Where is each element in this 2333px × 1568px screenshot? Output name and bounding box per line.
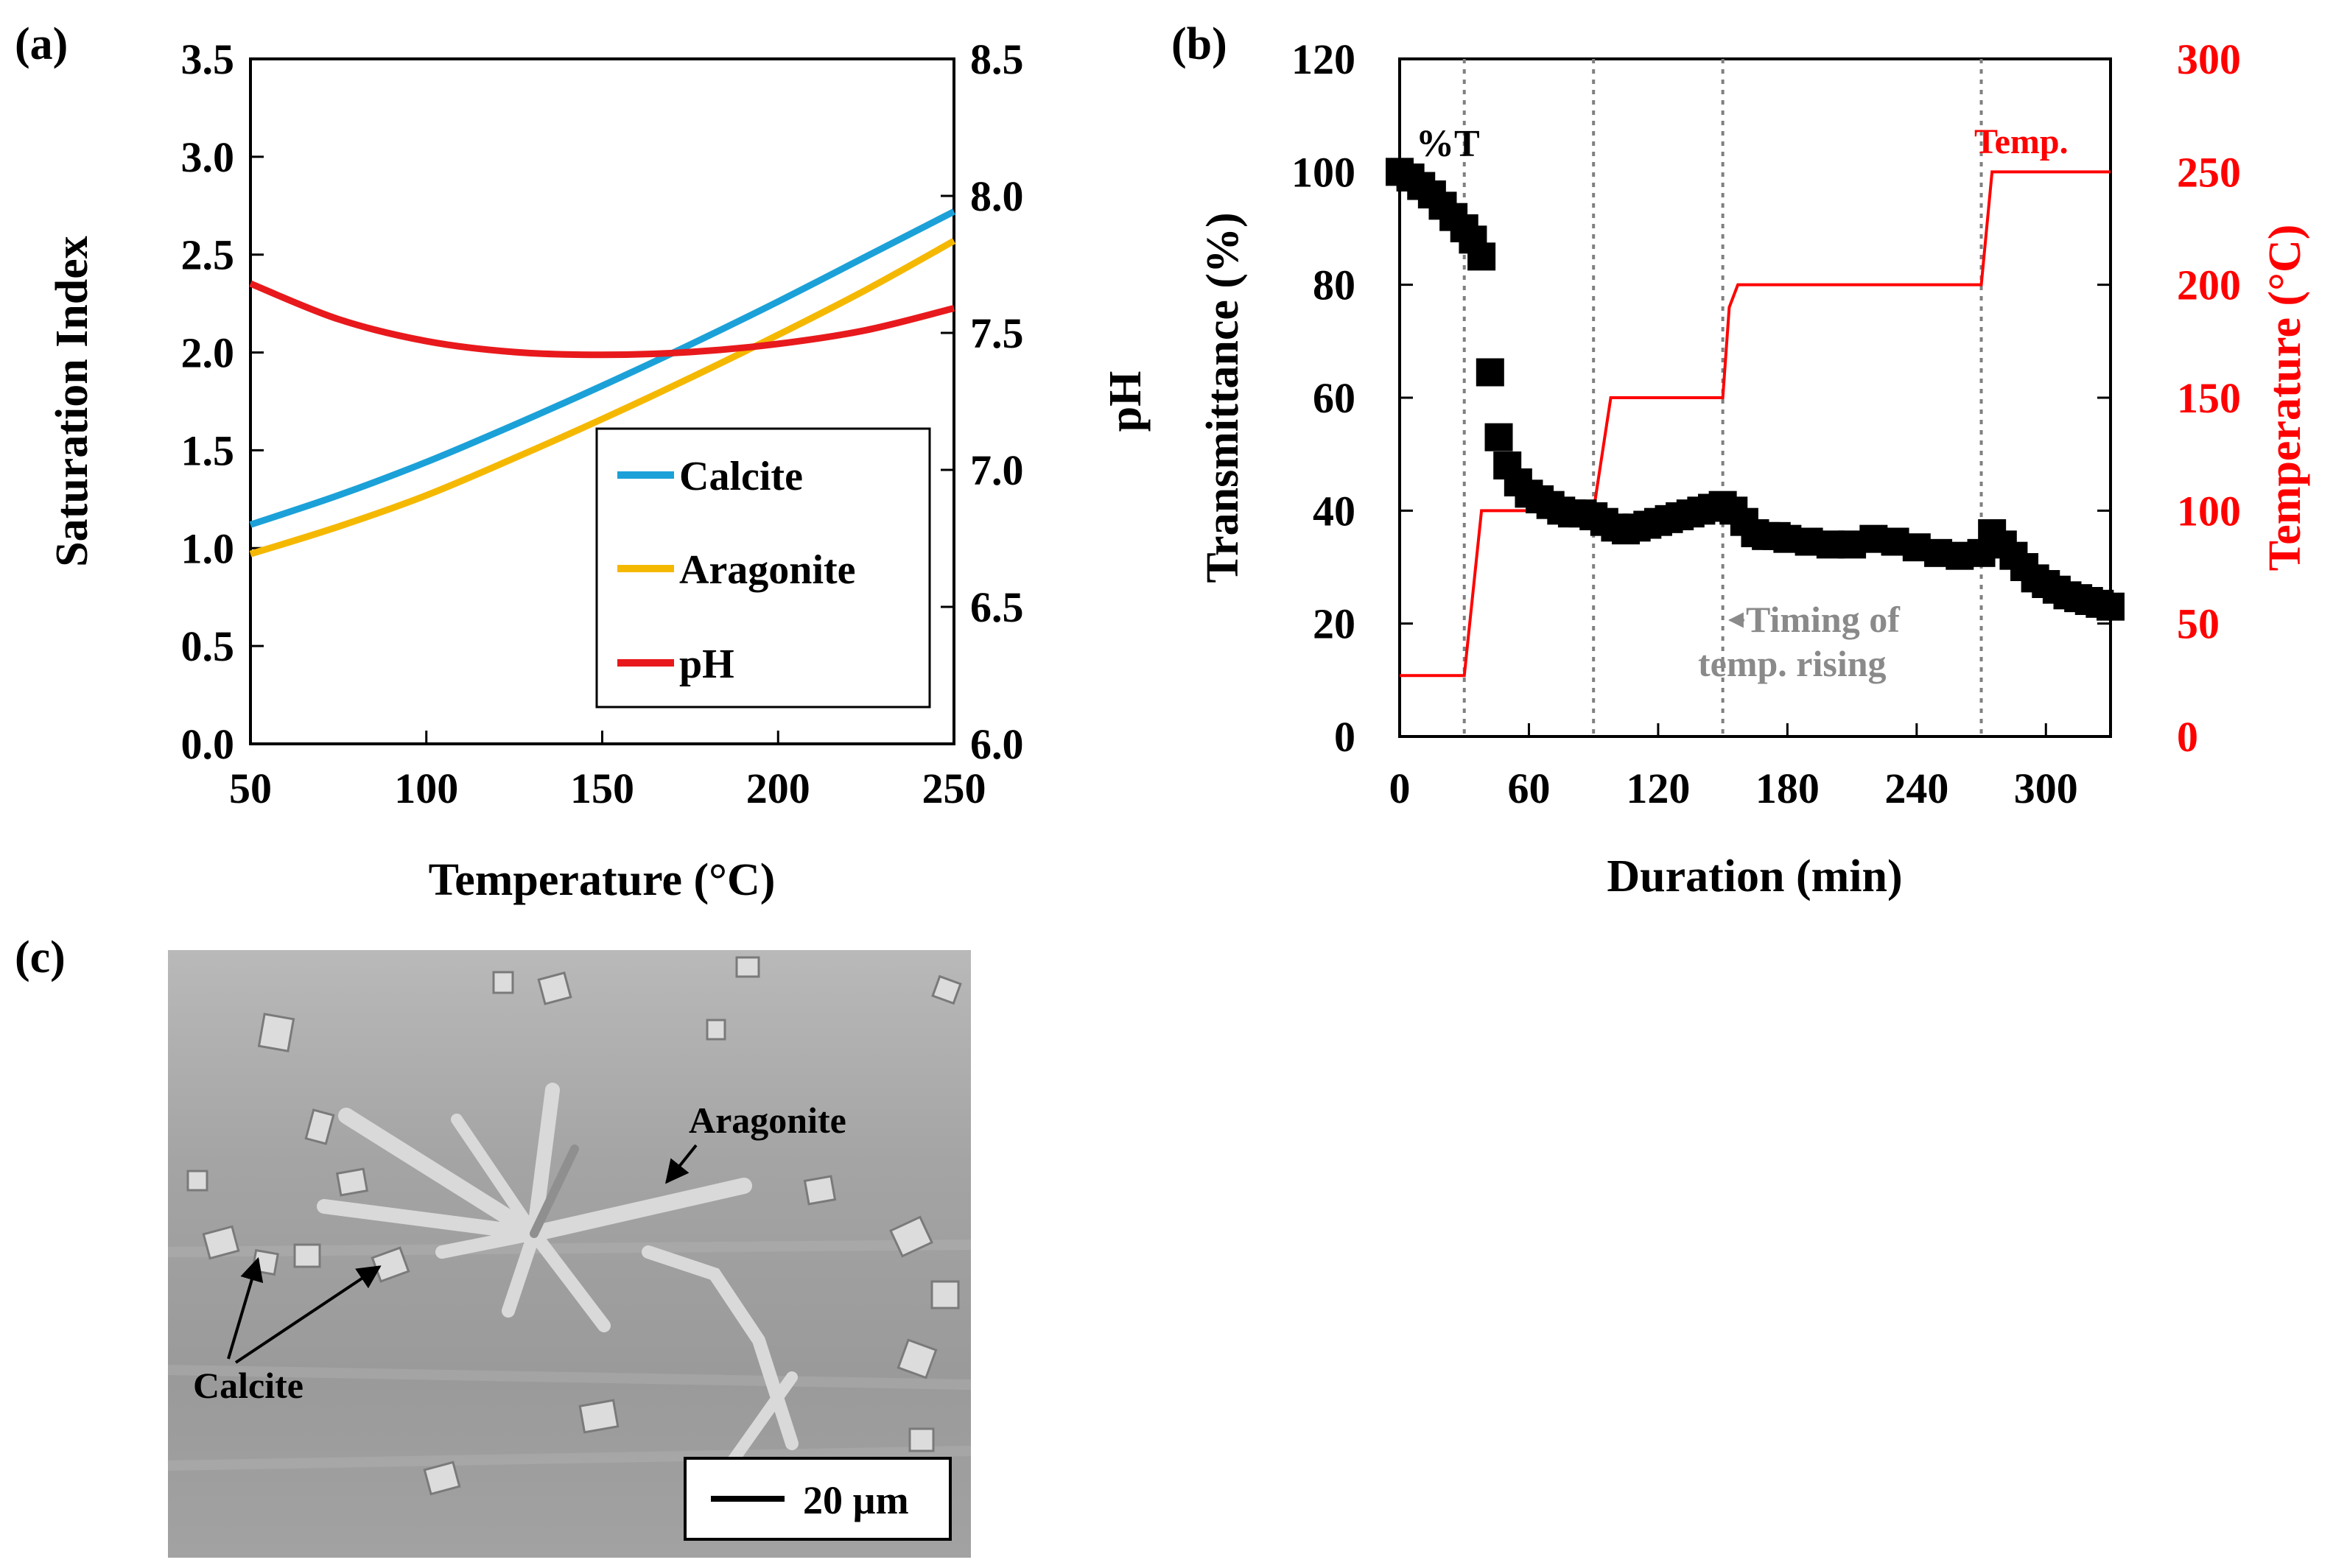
panel-b-left-ticks: 0 20 40 60 80 100 120	[1291, 35, 1413, 761]
panel-a-ytick-label: 3.0	[181, 133, 235, 181]
panel-a-xtick-label: 150	[570, 764, 634, 812]
panel-b-y2tick-label: 200	[2177, 261, 2241, 309]
panel-b-y2tick-label: 50	[2177, 600, 2220, 648]
transmittance-point	[1467, 242, 1496, 271]
panel-b-y2tick-label: 300	[2177, 35, 2241, 83]
sem-label-calcite: Calcite	[193, 1365, 304, 1406]
panel-b-y2tick-label: 250	[2177, 148, 2241, 196]
transmittance-point	[1476, 358, 1504, 387]
scale-bar-label: 20 µm	[803, 1478, 909, 1522]
panel-b-ytick-label: 100	[1291, 148, 1355, 196]
panel-a-ylabel: Saturation Index	[47, 236, 97, 567]
arrow-note-text: Timing of temp. rising	[1698, 599, 1901, 684]
panel-a-y2tick-label: 6.5	[970, 583, 1024, 631]
panel-a-y2tick-label: 8.0	[970, 172, 1024, 220]
panel-b-right-ticks: 0 50 100 150 200 250 300	[2097, 35, 2241, 761]
panel-b-xtick-label: 60	[1507, 764, 1550, 812]
panel-b-ytick-label: 40	[1313, 487, 1355, 535]
panel-b-arrow-note: Timing of temp. rising	[1698, 599, 1901, 684]
panel-b-y2label: Temperature (°C)	[2260, 225, 2310, 572]
panel-b-ytick-label: 20	[1313, 600, 1355, 648]
panel-a-series	[249, 208, 956, 558]
panel-b-xtick-label: 180	[1755, 764, 1820, 812]
panel-a-y2tick-label: 6.0	[970, 720, 1024, 768]
temperature-line	[1400, 170, 2111, 678]
panel-a-ytick-label: 2.0	[181, 329, 235, 377]
panel-a-y2label: pH	[1101, 371, 1151, 432]
panel-a-y2tick-label: 8.5	[970, 35, 1024, 83]
panel-b-ytick-label: 0	[1334, 713, 1355, 761]
transmittance-point	[2097, 592, 2125, 621]
panel-b-xtick-label: 300	[2014, 764, 2078, 812]
calcite-crystals	[186, 956, 962, 1496]
sem-arrow-calcite-2	[234, 1265, 382, 1364]
panel-a-xtick-label: 50	[229, 764, 272, 812]
legend-label-ph: pH	[679, 641, 734, 687]
panel-b-y2tick-label: 100	[2177, 487, 2241, 535]
panel-a-xtick-label: 200	[746, 764, 810, 812]
panel-a-ytick-label: 0.0	[181, 720, 235, 768]
panel-a-ytick-label: 3.5	[181, 35, 235, 83]
panel-b-annotation-temp: Temp.	[1974, 122, 2069, 161]
panel-a-y2tick-label: 7.0	[970, 446, 1024, 494]
sem-label-aragonite: Aragonite	[689, 1100, 846, 1141]
panel-a-bottom-ticks: 50 100 150 200 250	[229, 731, 986, 812]
panel-a-y2tick-label: 7.5	[970, 309, 1024, 357]
panel-a: (a) 0.0 0.5 1.0 1.5 2.0 2.5 3.0 3.5 6.0 6.5 7.0 7.…	[15, 19, 1151, 905]
panel-b-xtick-label: 120	[1626, 764, 1690, 812]
panel-a-ytick-label: 2.5	[181, 231, 235, 279]
panel-b-temperature-series	[1400, 170, 2111, 678]
panel-a-line-ph	[249, 280, 955, 359]
panel-a-legend: Calcite Aragonite pH	[595, 427, 931, 709]
panel-b-transmittance-series	[1386, 158, 2125, 621]
panel-a-right-ticks: 6.0 6.5 7.0 7.5 8.0 8.5	[941, 35, 1024, 768]
legend-label-aragonite: Aragonite	[679, 547, 856, 593]
panel-c-label: (c)	[15, 932, 66, 982]
sem-scale-bar: 20 µm	[684, 1457, 952, 1541]
panel-a-ytick-label: 1.5	[181, 426, 235, 474]
sem-arrow-aragonite	[665, 1144, 698, 1184]
transmittance-point	[1484, 423, 1513, 451]
legend-label-calcite: Calcite	[679, 454, 803, 499]
panel-b-xlabel: Duration (min)	[1607, 851, 1902, 901]
panel-b-bottom-ticks: 0 60 120 180 240 300	[1389, 723, 2078, 812]
panel-a-line-aragonite	[249, 238, 956, 558]
aragonite-cluster	[317, 1083, 799, 1472]
panel-b-ylabel: Transmittance (%)	[1198, 212, 1248, 583]
panel-b-xtick-label: 0	[1389, 764, 1411, 812]
panel-b-xtick-label: 240	[1884, 764, 1948, 812]
sem-micrograph: Aragonite Calcite 20 µm	[167, 950, 972, 1558]
panel-b-y2tick-label: 0	[2177, 713, 2198, 761]
panel-c: (c)	[15, 932, 972, 1558]
panel-b-ytick-label: 80	[1313, 261, 1355, 309]
panel-b-ytick-label: 60	[1313, 374, 1355, 422]
panel-b-label: (b)	[1171, 19, 1227, 69]
panel-a-ytick-label: 0.5	[181, 622, 235, 670]
panel-a-line-calcite	[249, 208, 956, 528]
panel-a-ytick-label: 1.0	[181, 524, 235, 572]
panel-b-ytick-label: 120	[1291, 35, 1355, 83]
panel-a-xlabel: Temperature (°C)	[429, 855, 776, 905]
panel-a-label: (a)	[15, 19, 68, 69]
panel-a-left-ticks: 0.0 0.5 1.0 1.5 2.0 2.5 3.0 3.5	[181, 35, 264, 768]
panel-b-y2tick-label: 150	[2177, 374, 2241, 422]
sem-arrow-calcite-1	[227, 1256, 264, 1360]
panel-b: (b) 0 20 40 60 80 100 120 0 50 100 150 200 250 300 0…	[1171, 19, 2310, 901]
panel-b-annotation-percent-t: %T	[1416, 123, 1480, 165]
panel-a-xtick-label: 100	[394, 764, 458, 812]
panel-a-xtick-label: 250	[922, 764, 986, 812]
